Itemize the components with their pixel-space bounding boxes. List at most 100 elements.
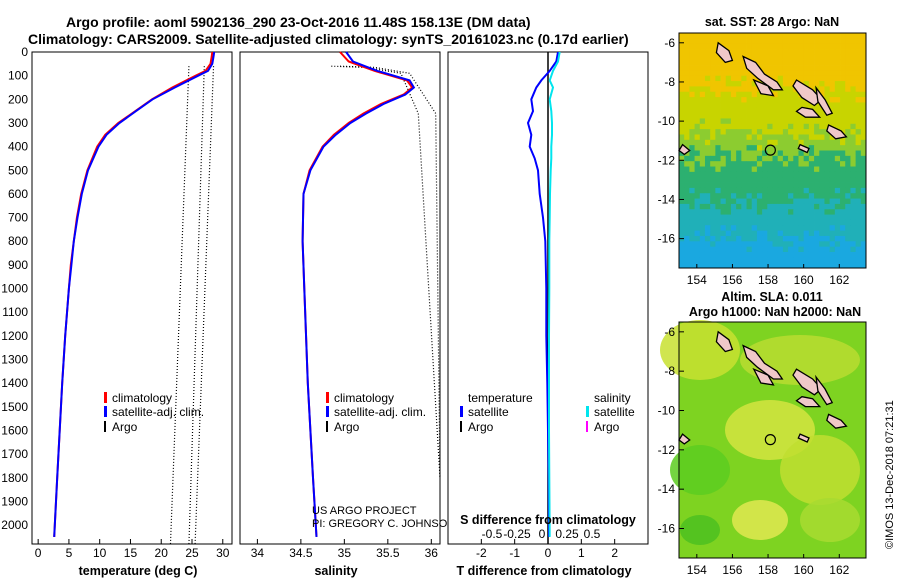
sst-cell: [855, 225, 862, 232]
sst-cell: [788, 262, 794, 269]
sst-cell: [814, 102, 820, 109]
sst-cell: [720, 145, 727, 151]
sst-cell: [730, 118, 737, 125]
map-y-tick-label: -14: [658, 482, 676, 496]
sst-cell: [855, 161, 862, 167]
sst-cell: [689, 214, 695, 221]
sst-cell: [694, 198, 701, 205]
sst-cell: [751, 166, 758, 173]
sst-cell: [793, 97, 799, 103]
sst-cell: [751, 246, 758, 253]
sst-cell: [679, 43, 685, 50]
sst-cell: [751, 97, 758, 103]
sst-cell: [782, 107, 789, 114]
sst-cell: [756, 171, 763, 178]
sst-cell: [746, 166, 753, 173]
sst-cell: [845, 70, 851, 77]
map-y-tick-label: -16: [658, 232, 676, 246]
legend-argo-swatch: [104, 421, 106, 432]
sst-cell: [756, 134, 763, 141]
sst-cell: [824, 193, 831, 199]
sst-cell: [756, 123, 763, 130]
sst-cell: [829, 225, 836, 232]
sst-cell: [720, 241, 727, 248]
sst-cell: [730, 219, 737, 226]
salinity-x-label: salinity: [314, 564, 357, 578]
sst-cell: [767, 54, 773, 61]
sst-cell: [725, 198, 732, 205]
sst-cell: [819, 145, 825, 151]
sst-cell: [855, 49, 862, 55]
sst-cell: [814, 214, 820, 221]
sst-cell: [679, 102, 685, 109]
sst-cell: [834, 257, 841, 264]
sst-cell: [684, 81, 690, 87]
sst-cell: [772, 129, 779, 135]
sst-cell: [756, 225, 763, 232]
sst-cell: [834, 139, 841, 146]
sst-cell: [819, 86, 825, 93]
sst-cell: [704, 155, 711, 162]
sst-cell: [725, 209, 732, 215]
sst-cell: [762, 102, 768, 109]
sst-cell: [840, 43, 846, 50]
map-y-tick-label: -6: [664, 325, 675, 339]
sst-cell: [704, 81, 711, 87]
sst-cell: [824, 65, 831, 71]
sst-cell: [704, 91, 711, 98]
legend-climatology-swatch: [104, 392, 107, 403]
sst-cell: [762, 198, 768, 205]
legend-temperature-title: temperature: [468, 391, 533, 405]
sst-cell: [788, 33, 794, 39]
sst-cell: [793, 214, 799, 221]
sst-cell: [710, 59, 716, 66]
sst-cell: [824, 81, 831, 87]
sst-cell: [840, 155, 846, 162]
sst-cell: [741, 171, 747, 178]
sst-cell: [689, 113, 695, 119]
sst-cell: [699, 123, 706, 130]
sst-cell: [751, 33, 758, 39]
sst-cell: [803, 134, 810, 141]
sst-cell: [777, 182, 784, 189]
sst-cell: [767, 129, 773, 135]
map-x-tick-label: 160: [794, 273, 814, 287]
sst-cell: [850, 102, 857, 109]
sst-cell: [751, 177, 758, 183]
sst-cell: [694, 129, 701, 135]
sst-cell: [840, 182, 846, 189]
sst-cell: [710, 129, 716, 135]
difference-panel: -2 -1 0 1 2 -0.5 -0.25 0 0.25 0.5 S difference f…: [447, 51, 649, 578]
sst-cell: [824, 171, 831, 178]
sst-cell: [834, 187, 841, 194]
sst-cell: [736, 209, 742, 215]
sst-cell: [684, 91, 690, 98]
sst-cell: [793, 49, 799, 55]
sst-cell: [808, 150, 815, 157]
sst-cell: [725, 193, 732, 199]
sla-coastlines: [678, 330, 848, 446]
sst-cell: [689, 49, 695, 55]
sst-cell: [824, 113, 831, 119]
sst-cell: [704, 102, 711, 109]
sst-cell: [704, 75, 711, 82]
top-tick-label: -0.25: [503, 527, 531, 541]
sst-cell: [845, 118, 851, 125]
sst-cell: [798, 262, 805, 269]
sst-cell: [850, 241, 857, 248]
sst-cell: [699, 91, 706, 98]
sst-cell: [720, 171, 727, 178]
sst-cell: [699, 193, 706, 199]
sst-cell: [767, 155, 773, 162]
sst-cell: [855, 246, 862, 253]
sst-cell: [725, 145, 732, 151]
sst-cell: [819, 54, 825, 61]
legend-t-satellite: satellite: [468, 405, 509, 419]
sst-cell: [834, 97, 841, 103]
sst-cell: [855, 241, 862, 248]
sst-cell: [777, 187, 784, 194]
sst-cell: [860, 97, 867, 103]
sst-cell: [808, 155, 815, 162]
sst-cell: [777, 102, 784, 109]
sst-cell: [689, 70, 695, 77]
